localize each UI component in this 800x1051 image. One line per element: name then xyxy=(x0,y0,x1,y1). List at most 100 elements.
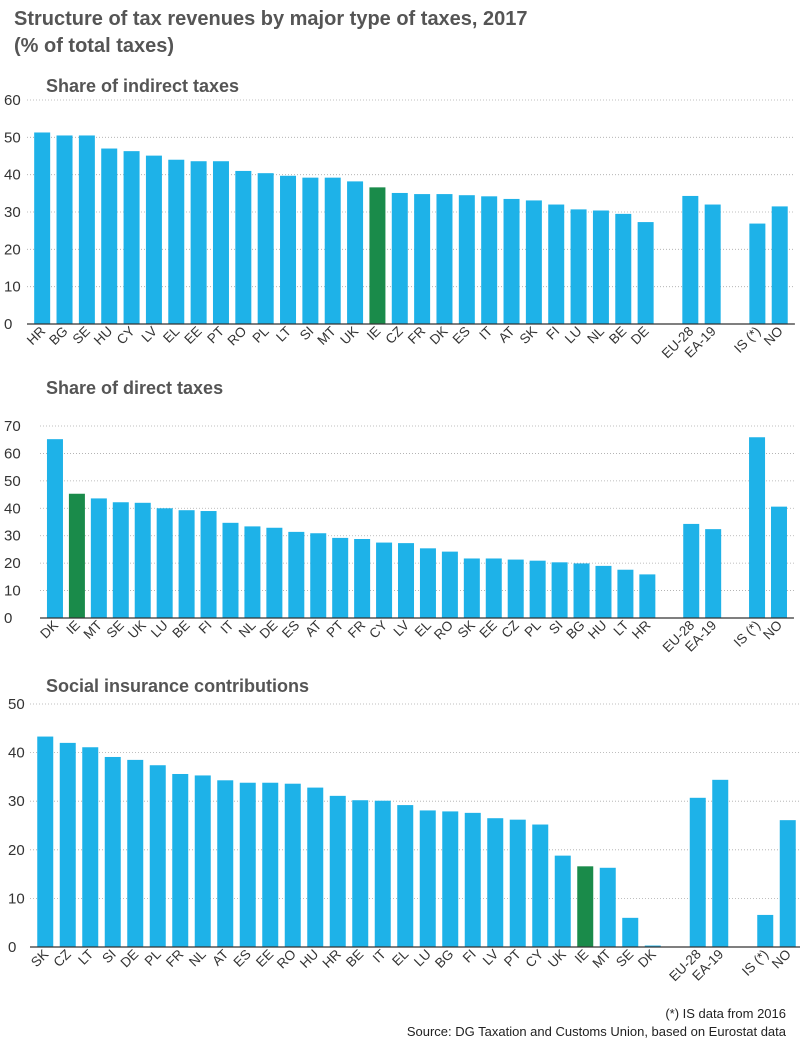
x-category-label: PT xyxy=(501,947,524,970)
x-category-label: SK xyxy=(455,618,478,641)
bar-nl xyxy=(592,210,609,324)
x-category-label: LT xyxy=(75,947,96,968)
x-category-label: UK xyxy=(125,618,149,642)
bar-de xyxy=(127,759,144,947)
bar-hu xyxy=(101,148,118,324)
bar-cz xyxy=(391,192,408,324)
x-category-label: IS (*) xyxy=(739,947,771,979)
x-category-label: BG xyxy=(46,324,70,348)
bar-at xyxy=(217,780,234,947)
x-category-label: SE xyxy=(104,618,127,641)
x-category-label: DK xyxy=(427,324,451,348)
x-category-label: NL xyxy=(236,617,259,640)
bar-si xyxy=(104,756,121,947)
bar-pl xyxy=(257,173,274,324)
x-category-label: RO xyxy=(225,324,250,349)
bar-dk xyxy=(436,194,453,324)
x-category-label: SK xyxy=(28,947,51,970)
bar-is xyxy=(757,914,774,947)
x-category-label: EL xyxy=(412,617,435,640)
bar-ee xyxy=(190,161,207,324)
bar-at xyxy=(503,198,520,324)
x-category-label: SI xyxy=(546,618,566,638)
x-category-label: LV xyxy=(391,618,413,640)
x-category-label: AT xyxy=(302,618,324,640)
bar-cz xyxy=(59,742,76,947)
bar-pt xyxy=(332,537,349,618)
x-category-label: LU xyxy=(411,947,434,970)
bar-mt xyxy=(90,498,107,618)
y-tick-label: 50 xyxy=(4,473,21,490)
y-tick-label: 20 xyxy=(4,241,21,258)
bar-ea-19 xyxy=(704,204,721,324)
x-category-label: RO xyxy=(431,618,456,643)
bar-ie xyxy=(369,187,386,324)
x-category-label: LU xyxy=(562,324,585,347)
bar-de xyxy=(266,527,283,618)
x-category-label: FI xyxy=(543,324,562,343)
x-category-label: AT xyxy=(496,324,518,346)
bar-be xyxy=(352,800,369,947)
x-category-label: DE xyxy=(628,324,652,348)
bar-pl xyxy=(529,560,546,618)
bar-fr xyxy=(354,539,371,618)
x-category-label: BE xyxy=(606,324,629,347)
bar-it xyxy=(374,800,391,947)
x-category-label: HU xyxy=(297,947,321,971)
x-category-label: SI xyxy=(297,324,317,344)
x-category-label: IT xyxy=(218,618,237,637)
bar-ee xyxy=(262,782,279,947)
x-category-label: BG xyxy=(432,947,456,971)
x-category-label: MT xyxy=(314,324,338,348)
bar-no xyxy=(771,206,788,324)
y-tick-label: 50 xyxy=(8,696,25,713)
bar-bg xyxy=(56,135,73,324)
bar-dk xyxy=(46,439,63,618)
bar-at xyxy=(310,533,327,618)
bar-sk xyxy=(37,736,54,947)
bar-ie xyxy=(68,493,85,618)
chart-subtitle: Social insurance contributions xyxy=(46,676,309,696)
title-line-2: (% of total taxes) xyxy=(14,35,175,57)
bar-cz xyxy=(507,559,524,618)
x-category-label: IS (*) xyxy=(731,618,763,650)
chart-title: Structure of tax revenues by major type … xyxy=(14,6,528,60)
x-category-label: ES xyxy=(279,618,302,641)
x-category-label: DK xyxy=(635,947,659,971)
x-category-label: ES xyxy=(450,324,473,347)
x-category-label: ES xyxy=(231,947,254,970)
x-category-label: NO xyxy=(769,947,794,972)
x-category-label: IE xyxy=(364,324,384,344)
bar-hr xyxy=(329,795,346,947)
bar-eu-28 xyxy=(682,195,699,324)
y-tick-label: 30 xyxy=(4,528,21,545)
bar-si xyxy=(302,177,319,324)
bar-hr xyxy=(639,574,656,618)
x-category-label: PT xyxy=(323,618,346,641)
y-tick-label: 40 xyxy=(8,745,25,762)
x-category-label: CY xyxy=(114,324,138,348)
chart-subtitle: Share of indirect taxes xyxy=(46,76,239,96)
bar-hu xyxy=(307,787,324,947)
x-category-label: NO xyxy=(761,324,786,349)
x-category-label: EE xyxy=(477,618,500,641)
x-category-label: DK xyxy=(37,618,61,642)
bar-cy xyxy=(123,151,140,324)
bar-is xyxy=(749,437,766,618)
x-category-label: LU xyxy=(148,618,171,641)
x-category-label: CY xyxy=(522,947,546,971)
source-note: Source: DG Taxation and Customs Union, b… xyxy=(406,1024,786,1039)
bar-pt xyxy=(509,819,526,947)
y-tick-label: 20 xyxy=(4,555,21,572)
x-category-label: LT xyxy=(610,618,631,639)
x-category-label: FI xyxy=(460,947,479,966)
x-category-label: PL xyxy=(250,323,273,346)
x-category-label: UK xyxy=(337,324,361,348)
y-tick-label: 30 xyxy=(8,793,25,810)
bar-fi xyxy=(548,204,565,324)
bar-uk xyxy=(554,855,571,947)
bar-cy xyxy=(376,542,393,618)
x-category-label: DE xyxy=(257,618,281,642)
bar-no xyxy=(779,820,796,947)
x-category-label: IE xyxy=(63,618,83,638)
